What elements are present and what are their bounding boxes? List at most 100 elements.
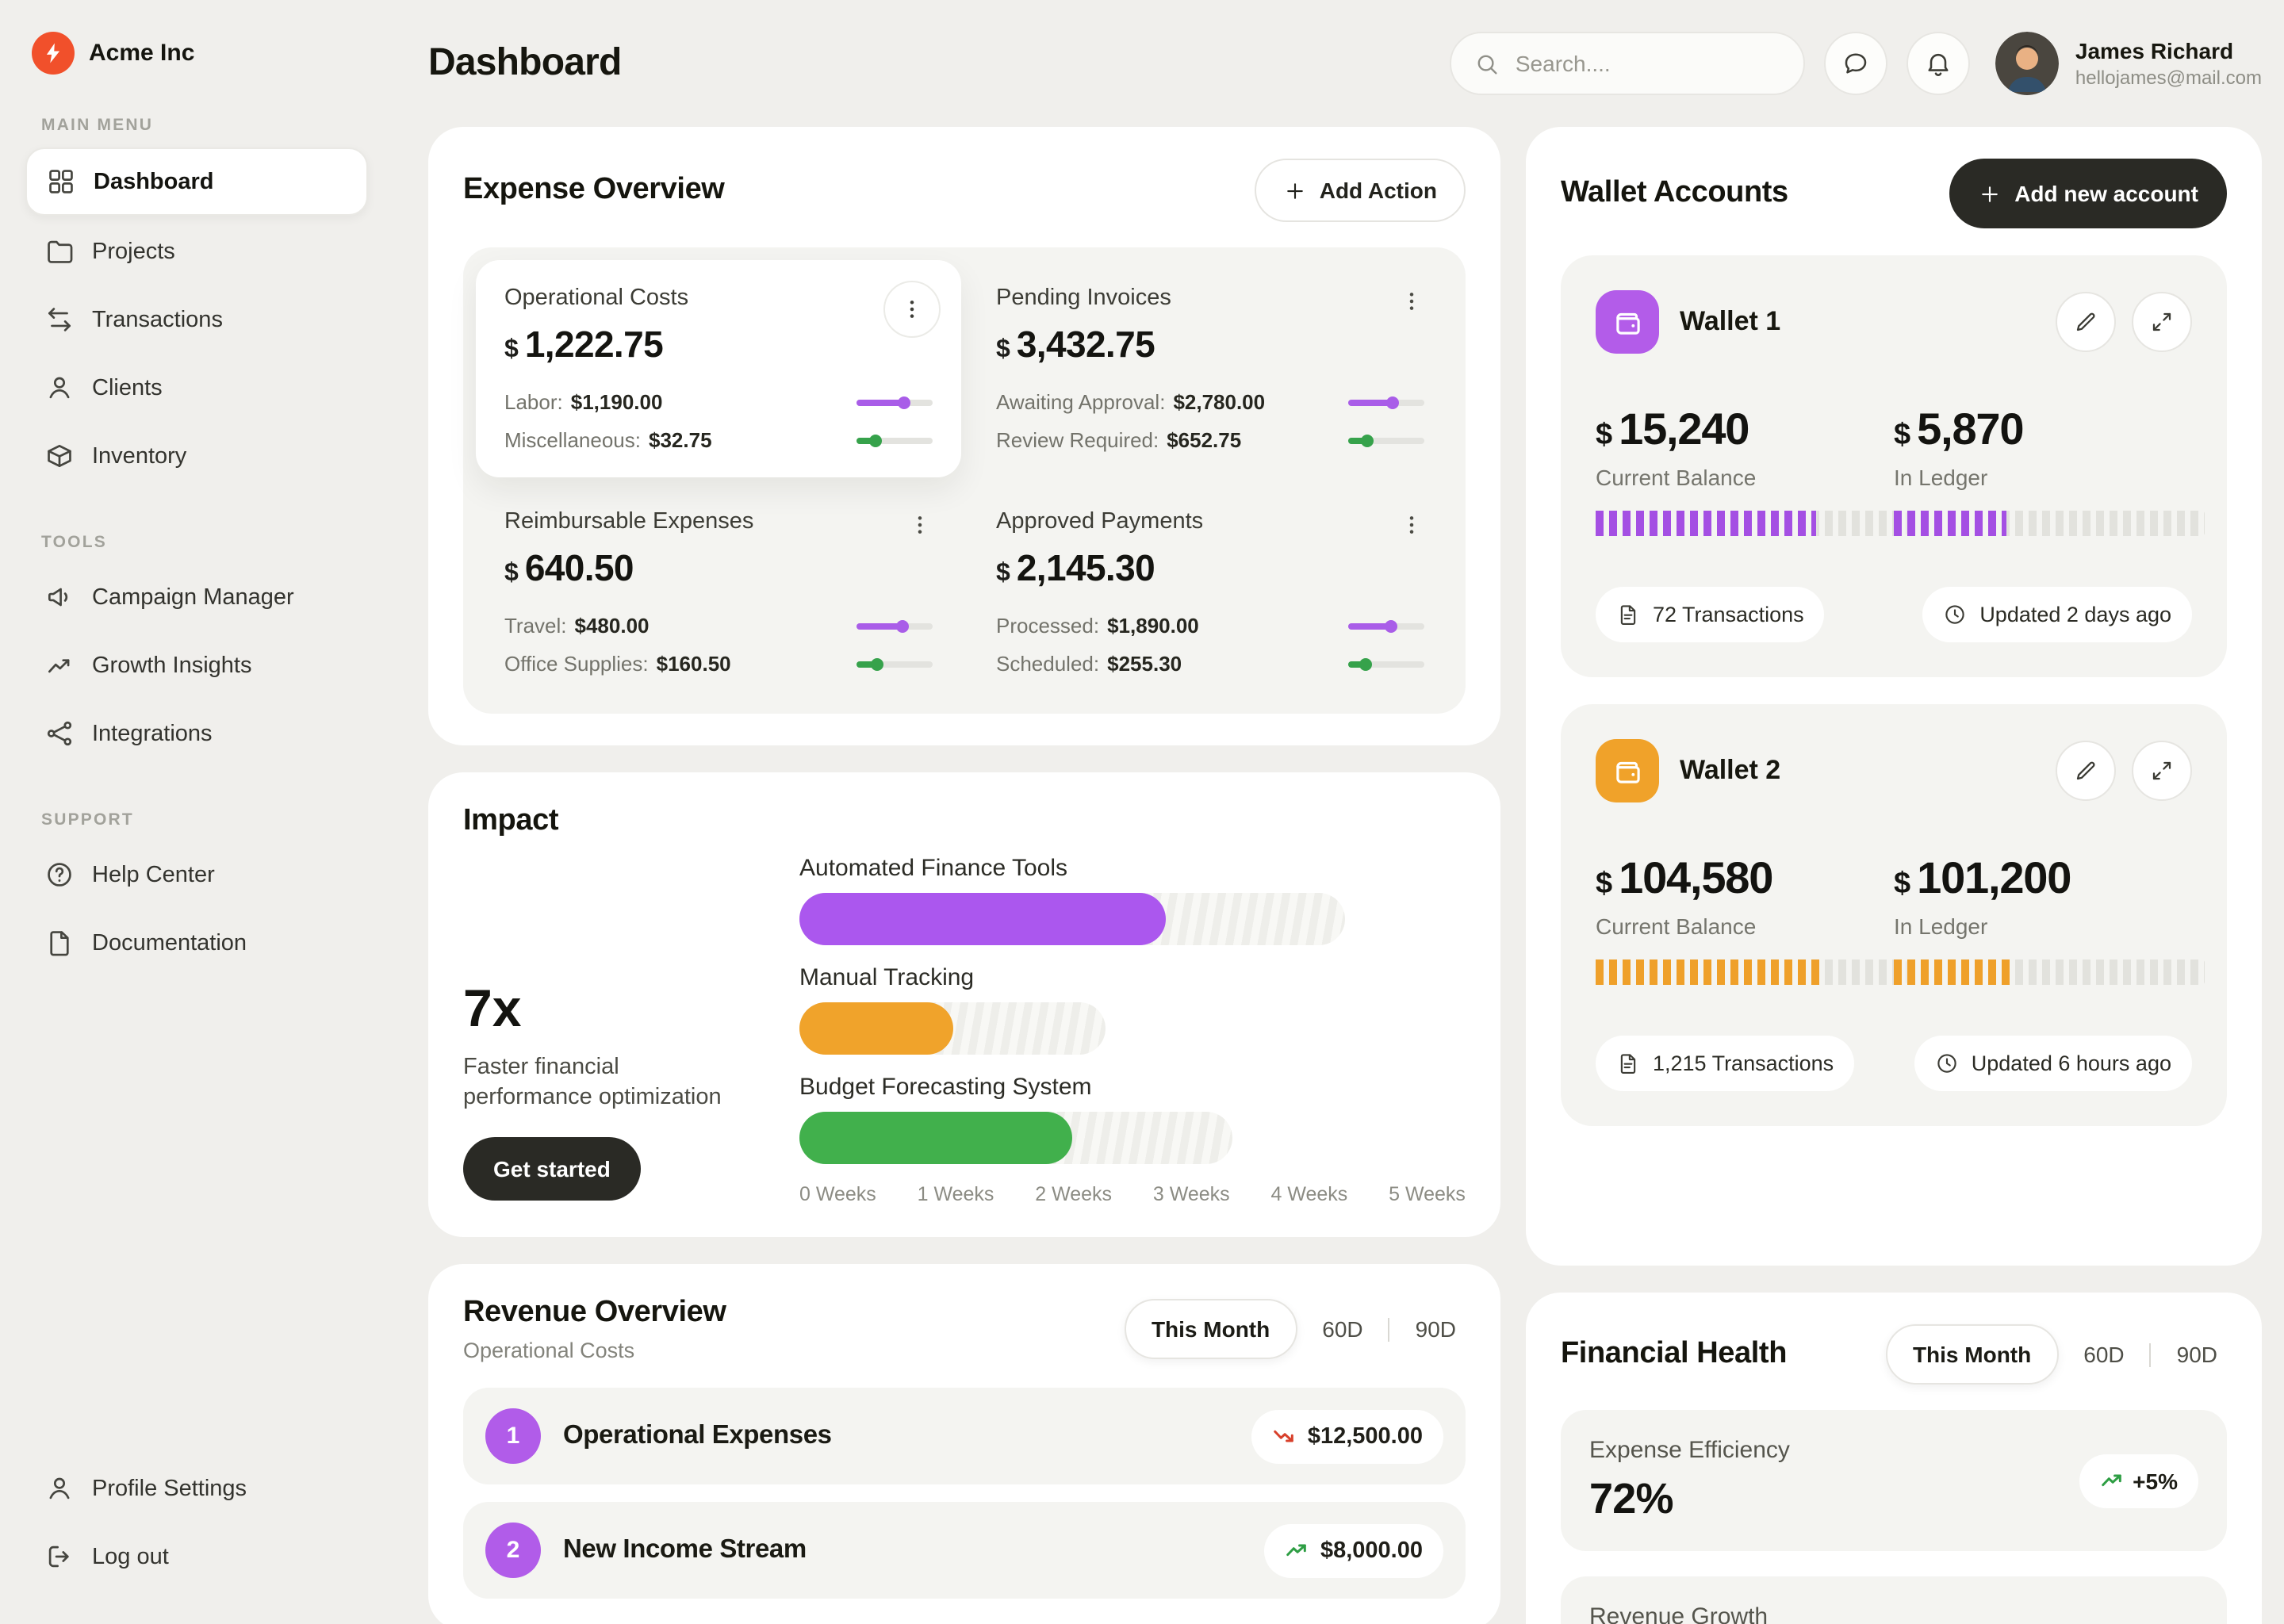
card-title: Revenue Overview (463, 1296, 726, 1329)
filter-90d[interactable]: 90D (2176, 1342, 2217, 1367)
edit-wallet-button[interactable] (2056, 292, 2116, 352)
expense-tile-approved-payments: Approved Payments $2,145.30 Processed: $… (968, 484, 1453, 701)
expense-tiles: Operational Costs $1,222.75 Labor: $1,19… (463, 247, 1466, 714)
sidebar-item-campaign-manager[interactable]: Campaign Manager (25, 565, 368, 630)
impact-card: Impact 7x Faster financial performance o… (428, 772, 1500, 1237)
updated-text: Updated 6 hours ago (1971, 1051, 2171, 1075)
search-box[interactable] (1450, 32, 1806, 95)
tile-row: Travel: $480.00 (504, 614, 933, 638)
sidebar-item-documentation[interactable]: Documentation (25, 910, 368, 975)
sidebar-item-help-center[interactable]: Help Center (25, 842, 368, 907)
main-area: Dashboard James Richard (393, 0, 2284, 1624)
metric-revenue-growth: Revenue Growth (1561, 1576, 2227, 1624)
sidebar-item-label: Integrations (92, 721, 213, 746)
clock-icon (1935, 1051, 1959, 1075)
tile-label: Reimbursable Expenses (504, 509, 754, 534)
filter-90d[interactable]: 90D (1415, 1316, 1456, 1342)
tile-menu-button[interactable] (883, 281, 941, 338)
row-label: Scheduled: (996, 652, 1100, 676)
card-subtitle: Operational Costs (463, 1339, 635, 1362)
mini-progress (1348, 657, 1424, 670)
search-input[interactable] (1515, 51, 1782, 76)
add-action-button[interactable]: Add Action (1254, 159, 1466, 222)
sidebar-item-label: Dashboard (94, 169, 214, 194)
row-value: $32.75 (649, 428, 712, 452)
user-menu[interactable]: James Richard hellojames@mail.com (1995, 32, 2262, 95)
user-name: James Richard (2075, 38, 2234, 63)
person-icon (44, 1473, 75, 1503)
tile-menu-button[interactable] (1399, 511, 1428, 539)
wallet-name: Wallet 2 (1680, 755, 1781, 785)
tile-row: Awaiting Approval: $2,780.00 (996, 390, 1424, 414)
sidebar-item-label: Profile Settings (92, 1476, 247, 1501)
filter-60d[interactable]: 60D (1322, 1316, 1363, 1342)
edit-wallet-button[interactable] (2056, 741, 2116, 801)
revenue-row-new-income-stream[interactable]: 2 New Income Stream $8,000.00 (463, 1502, 1466, 1599)
tile-row: Scheduled: $255.30 (996, 652, 1424, 676)
updated-text: Updated 2 days ago (1979, 603, 2171, 626)
row-index-badge: 2 (485, 1522, 541, 1578)
expense-overview-card: Expense Overview Add Action Operational … (428, 127, 1500, 745)
sidebar-section-tools: TOOLS (41, 533, 107, 552)
sidebar-item-inventory[interactable]: Inventory (25, 423, 368, 488)
revenue-row-operational-expenses[interactable]: 1 Operational Expenses $12,500.00 (463, 1388, 1466, 1484)
row-label: Processed: (996, 614, 1100, 638)
sidebar-item-dashboard[interactable]: Dashboard (25, 147, 368, 216)
currency-symbol: $ (1596, 868, 1613, 901)
wallet-balance: $15,240 Current Balance (1596, 404, 1907, 536)
plus-icon (1283, 178, 1307, 202)
topbar: Dashboard James Richard (428, 32, 2262, 95)
sidebar-item-transactions[interactable]: Transactions (25, 287, 368, 352)
pencil-icon (2073, 758, 2098, 783)
tile-menu-button[interactable] (1399, 287, 1428, 316)
row-value: $1,190.00 (570, 390, 663, 414)
sidebar-item-projects[interactable]: Projects (25, 219, 368, 284)
get-started-button[interactable]: Get started (463, 1136, 641, 1201)
tile-row: Office Supplies: $160.50 (504, 652, 933, 676)
help-icon (44, 860, 75, 890)
row-value: $160.50 (656, 652, 731, 676)
filter-60d[interactable]: 60D (2083, 1342, 2125, 1367)
impact-bar-group: Budget Forecasting System (799, 1074, 1466, 1164)
currency-symbol: $ (504, 336, 519, 363)
tile-label: Operational Costs (504, 285, 689, 311)
row-label: Review Required: (996, 428, 1159, 452)
transactions-pill[interactable]: 72 Transactions (1596, 587, 1825, 642)
sidebar-item-clients[interactable]: Clients (25, 355, 368, 420)
sidebar-item-profile-settings[interactable]: Profile Settings (25, 1456, 368, 1521)
mini-progress (856, 657, 933, 670)
delta-value: +5% (2133, 1468, 2178, 1493)
brand: Acme Inc (25, 32, 368, 75)
trend-up-icon (2099, 1469, 2123, 1492)
brand-name: Acme Inc (89, 40, 195, 67)
axis-tick: 3 Weeks (1152, 1183, 1230, 1205)
amount-pill: $12,500.00 (1251, 1409, 1443, 1463)
expand-wallet-button[interactable] (2132, 741, 2192, 801)
bar-label: Automated Finance Tools (799, 855, 1067, 882)
sidebar-item-log-out[interactable]: Log out (25, 1524, 368, 1589)
filter-this-month[interactable]: This Month (1124, 1299, 1297, 1359)
row-label: Miscellaneous: (504, 428, 641, 452)
add-account-label: Add new account (2014, 181, 2198, 206)
metric-expense-efficiency: Expense Efficiency 72% +5% (1561, 1410, 2227, 1551)
messages-button[interactable] (1824, 32, 1888, 95)
trend-up-icon (1286, 1538, 1309, 1562)
expand-wallet-button[interactable] (2132, 292, 2192, 352)
tile-menu-button[interactable] (907, 511, 936, 539)
card-title: Wallet Accounts (1561, 176, 1788, 209)
sidebar-item-growth-insights[interactable]: Growth Insights (25, 633, 368, 698)
tile-value: $3,432.75 (996, 324, 1155, 365)
sidebar-item-label: Inventory (92, 443, 187, 469)
currency-symbol: $ (1894, 868, 1911, 901)
plus-icon (1978, 182, 2002, 205)
notifications-button[interactable] (1907, 32, 1971, 95)
expense-tile-reimbursable-expenses: Reimbursable Expenses $640.50 Travel: $4… (476, 484, 961, 701)
sidebar-item-integrations[interactable]: Integrations (25, 701, 368, 766)
transactions-pill[interactable]: 1,215 Transactions (1596, 1036, 1855, 1091)
bar-label: Manual Tracking (799, 964, 975, 991)
filter-this-month[interactable]: This Month (1885, 1324, 2059, 1385)
expense-tile-pending-invoices: Pending Invoices $3,432.75 Awaiting Appr… (968, 260, 1453, 477)
add-new-account-button[interactable]: Add new account (1949, 159, 2227, 228)
tile-value: $640.50 (504, 547, 634, 588)
